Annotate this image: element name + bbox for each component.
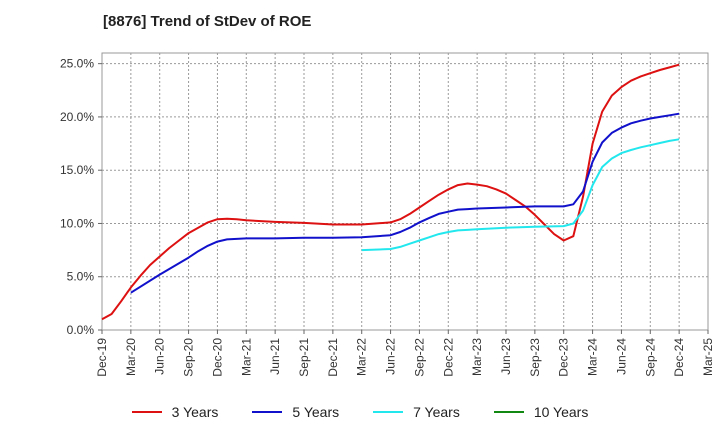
x-tick-label: Dec-24	[672, 338, 686, 377]
x-tick-label: Sep-20	[182, 338, 196, 377]
legend-label: 5 Years	[292, 404, 340, 420]
x-tick-label: Dec-22	[441, 338, 455, 377]
y-tick-label: 20.0%	[60, 110, 94, 124]
legend-label: 7 Years	[413, 404, 460, 420]
x-tick-label: Mar-24	[586, 338, 600, 376]
x-tick-label: Mar-20	[124, 338, 138, 376]
legend-item: 5 Years	[252, 404, 339, 420]
y-tick-label: 5.0%	[67, 270, 95, 284]
line-chart: Dec-19 Mar-20 Jun-20 Sep-20 Dec-20 Mar-21 Jun-…	[60, 52, 715, 377]
x-tick-label: Jun-21	[268, 338, 282, 375]
chart-title: [8876] Trend of StDev of ROE	[103, 13, 312, 30]
axis-layer: Dec-19 Mar-20 Jun-20 Sep-20 Dec-20 Mar-21 Jun-…	[60, 57, 715, 377]
grid-layer	[102, 53, 708, 330]
x-tick-label: Jun-22	[384, 338, 398, 375]
legend-swatch	[373, 411, 404, 413]
legend-swatch	[493, 411, 524, 413]
y-tick-label: 10.0%	[60, 216, 94, 230]
x-tick-label: Mar-22	[355, 338, 369, 376]
x-tick-label: Sep-23	[528, 338, 542, 377]
x-tick-label: Sep-22	[412, 338, 426, 377]
x-tick-label: Jun-20	[153, 338, 167, 375]
series-line-7-years	[361, 138, 680, 252]
x-tick-label: Dec-19	[95, 338, 109, 377]
legend-label: 10 Years	[533, 404, 589, 420]
plot-area	[101, 52, 709, 331]
x-tick-label: Mar-25	[701, 338, 715, 376]
x-tick-label: Dec-21	[326, 338, 340, 377]
x-tick-label: Jun-23	[499, 338, 513, 375]
legend-label: 3 Years	[171, 404, 219, 420]
legend-item: 7 Years	[373, 404, 460, 420]
x-tick-label: Mar-23	[470, 338, 484, 376]
x-tick-label: Dec-23	[557, 338, 571, 377]
x-tick-label: Jun-24	[614, 338, 628, 375]
x-tick-label: Dec-20	[210, 338, 224, 377]
series-line-3-years	[101, 63, 680, 321]
legend-item: 10 Years	[493, 404, 589, 420]
x-tick-label: Sep-24	[643, 338, 657, 377]
legend-swatch	[252, 411, 283, 413]
y-tick-label: 0.0%	[67, 323, 95, 337]
series-line-5-years	[130, 112, 680, 294]
legend-swatch	[131, 411, 162, 413]
y-tick-label: 25.0%	[60, 57, 94, 71]
legend: 3 Years 5 Years 7 Years 10 Years	[0, 404, 720, 420]
series-layer	[101, 63, 680, 321]
y-tick-label: 15.0%	[60, 163, 94, 177]
legend-item: 3 Years	[131, 404, 219, 420]
x-tick-label: Mar-21	[239, 338, 253, 376]
x-tick-label: Sep-21	[297, 338, 311, 377]
